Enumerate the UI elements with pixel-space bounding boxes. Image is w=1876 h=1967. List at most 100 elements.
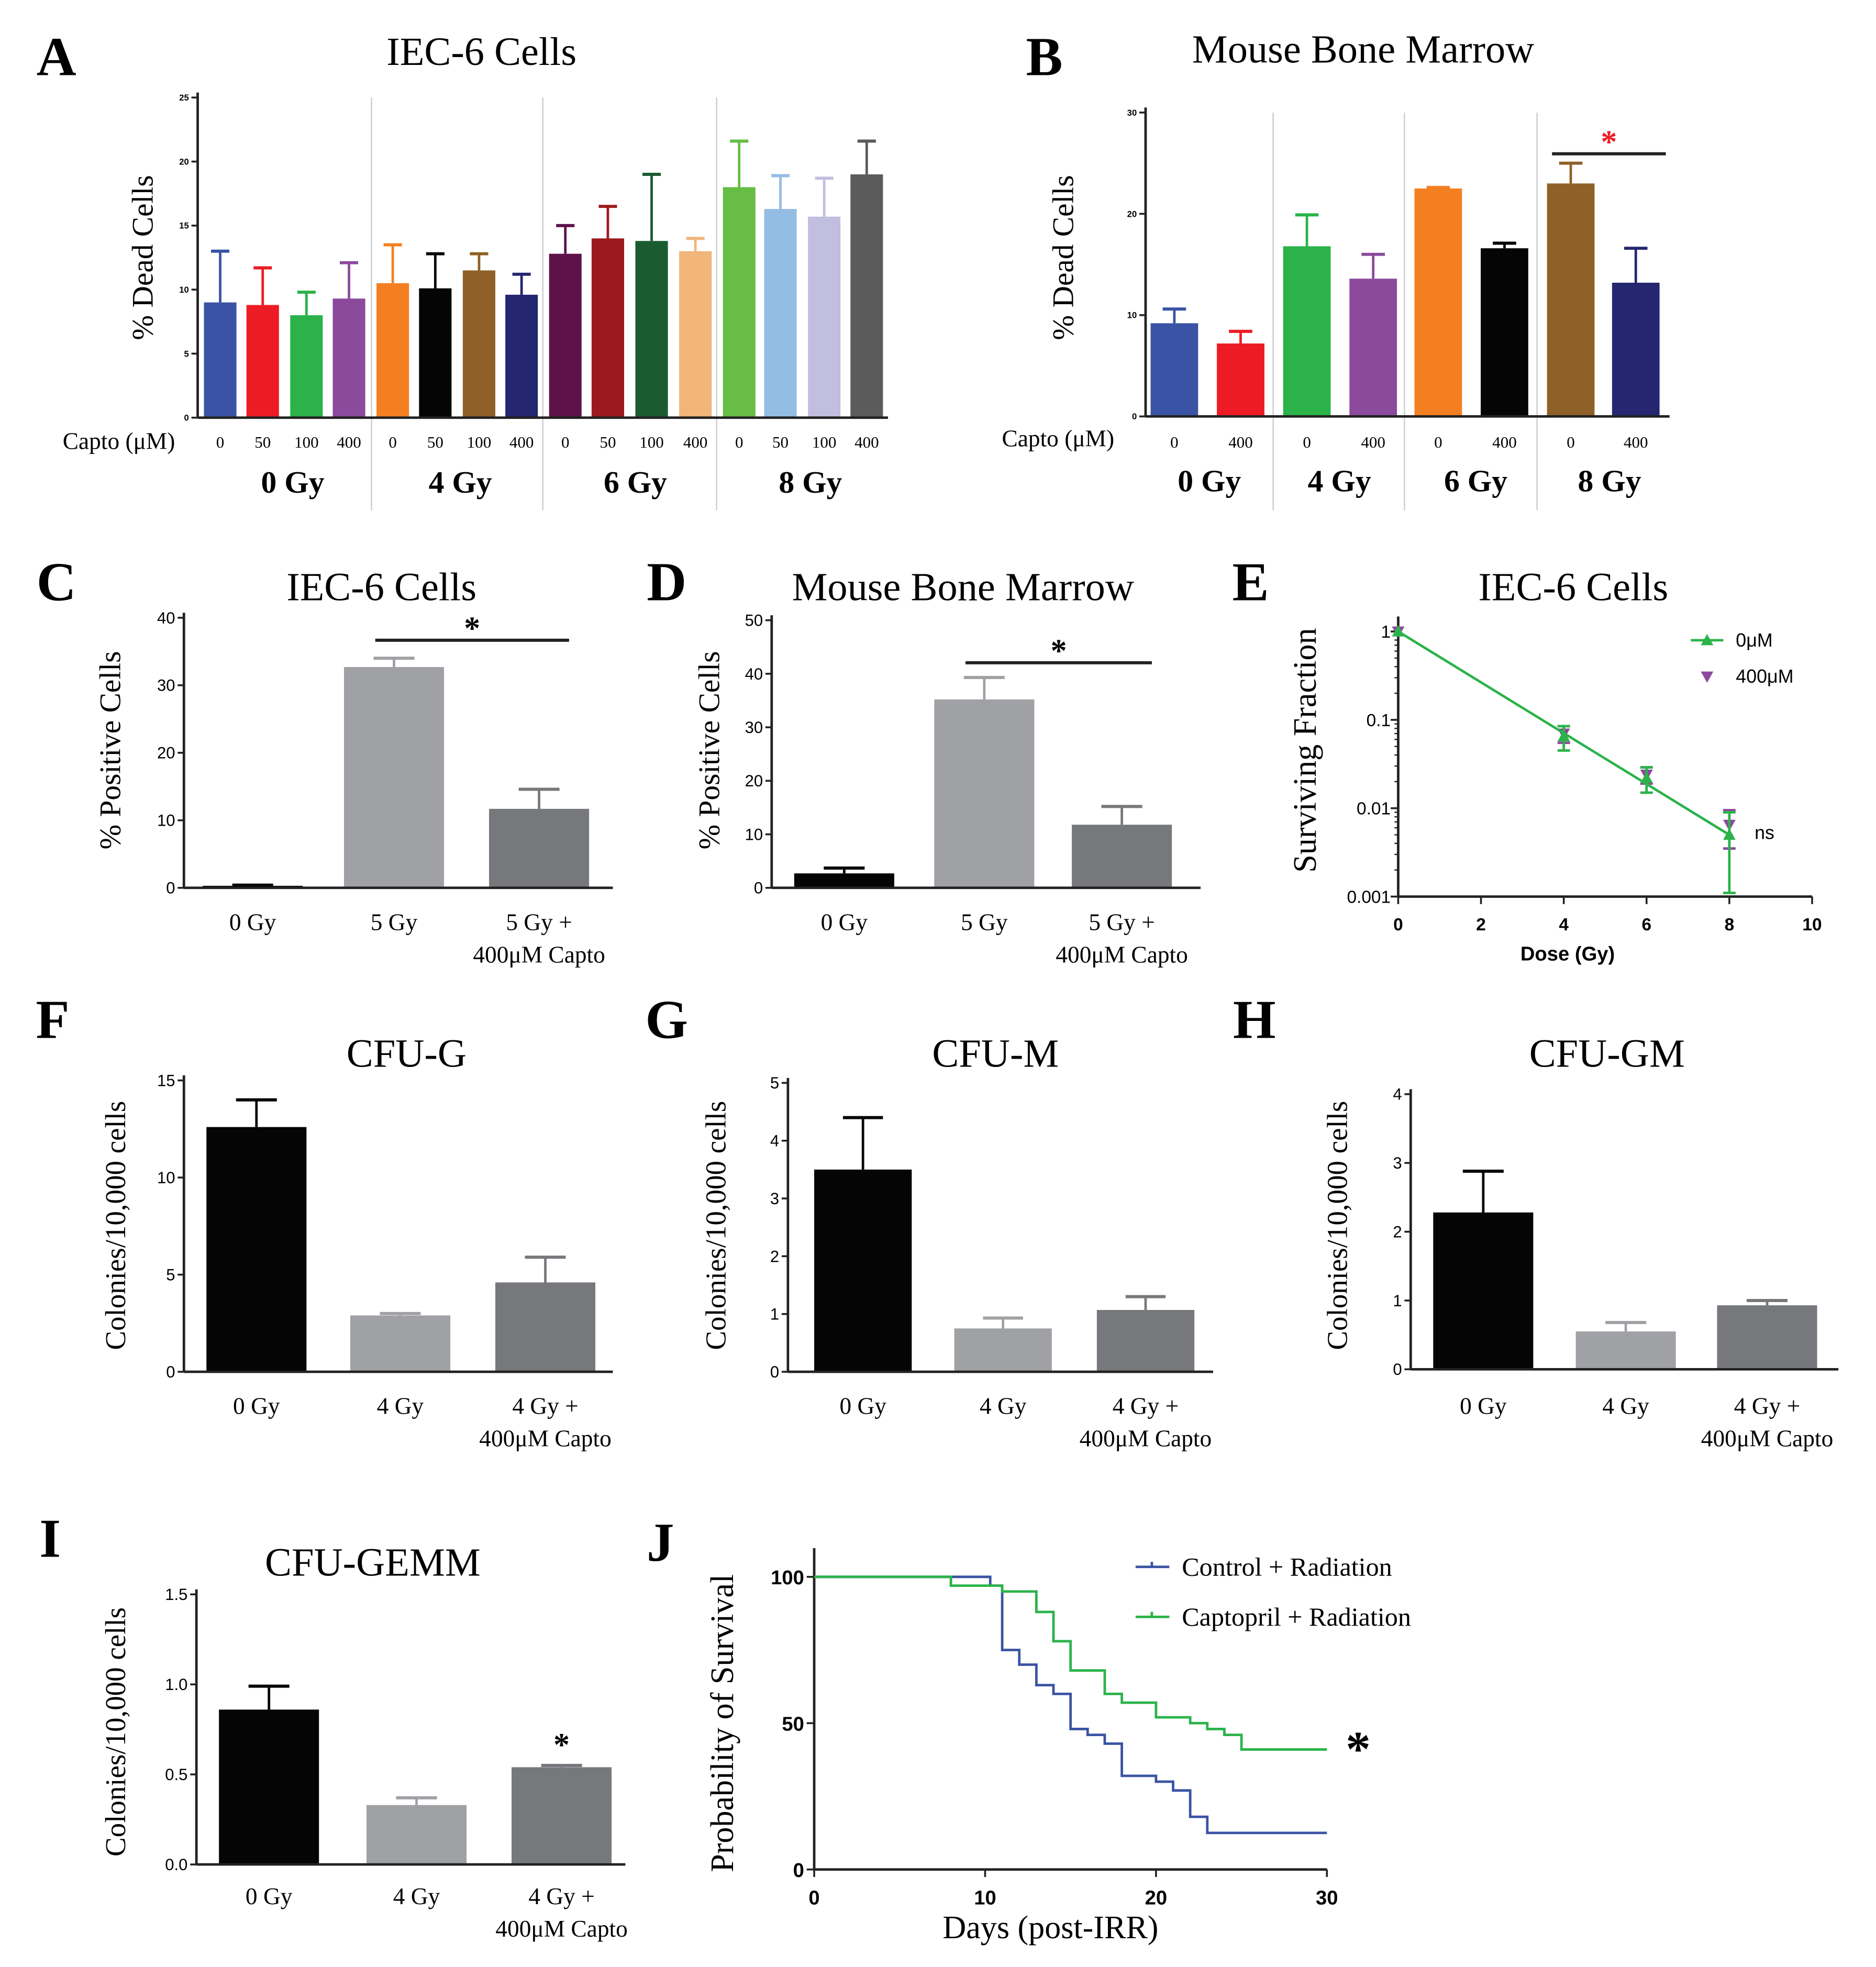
x-tick-label: 0 Gy — [246, 1883, 293, 1909]
chart-title: CFU-GEMM — [265, 1540, 481, 1584]
x-axis-label: Dose (Gy) — [1520, 942, 1615, 965]
chart-title: CFU-G — [347, 1031, 467, 1075]
bar — [723, 187, 756, 418]
significance-star: * — [464, 610, 480, 646]
chart-title: CFU-M — [932, 1031, 1059, 1075]
y-tick-label: 10 — [157, 1169, 175, 1187]
bar — [343, 667, 445, 888]
panel-j: J 0 50 100 0 10 20 30 Days (post-IRR) Probability… — [647, 1512, 1411, 1946]
data-point — [1557, 730, 1570, 742]
x-tick-label: 50 — [254, 433, 271, 451]
significance-star: * — [1601, 124, 1617, 160]
bar — [219, 1709, 319, 1865]
panel-letter: E — [1233, 551, 1269, 612]
x-tick-label: 8 — [1725, 915, 1735, 935]
x-tick-label: 2 — [1476, 915, 1486, 935]
significance-star: * — [1050, 633, 1067, 669]
x-tick-label: 4 Gy + — [1113, 1393, 1179, 1419]
y-tick-label: 5 — [184, 349, 189, 359]
y-tick-label: 5 — [770, 1074, 779, 1092]
x-tick-label: 6 — [1641, 915, 1651, 935]
y-tick-label: 0 — [770, 1363, 779, 1381]
x-tick-label: 4 Gy — [1602, 1393, 1649, 1419]
y-tick-label: 0.01 — [1357, 799, 1391, 819]
y-tick-label: 0.5 — [165, 1765, 187, 1784]
y-tick-label: 100 — [771, 1566, 804, 1589]
panel-f: F CFU-G 0 Gy 4 Gy 4 Gy + 400μM Capto 0 5 10 15 Col… — [36, 988, 613, 1452]
bar — [954, 1328, 1052, 1372]
y-tick-label: 3 — [1393, 1154, 1402, 1172]
bar — [204, 302, 237, 418]
y-axis-label: % Positive Cells — [94, 651, 127, 850]
x-tick-label: 50 — [600, 433, 616, 451]
x-tick-label: 400 — [1228, 433, 1253, 451]
y-tick-label: 20 — [1127, 209, 1137, 219]
bar — [764, 209, 797, 418]
group-label: 0 Gy — [1178, 464, 1241, 498]
x-tick-label: 0 Gy — [229, 909, 276, 935]
y-tick-label: 40 — [157, 609, 175, 627]
bar — [246, 305, 279, 418]
data-point — [1723, 828, 1736, 840]
group-label: 4 Gy — [429, 465, 492, 499]
bar — [332, 298, 365, 418]
y-axis-label: Colonies/10,000 cells — [1322, 1101, 1353, 1350]
bar — [1575, 1331, 1676, 1370]
significance-star: * — [1346, 1721, 1371, 1776]
bar — [366, 1805, 467, 1865]
capto-label: Capto (μM) — [1002, 426, 1114, 452]
panel-h: H CFU-GM 0 Gy 4 Gy 4 Gy + 400μM Capto 0 1 2 3 4 Col… — [1233, 988, 1839, 1452]
x-tick-label: 0 Gy — [839, 1393, 886, 1419]
y-tick-label: 0 — [166, 1363, 175, 1381]
y-tick-label: 2 — [1393, 1223, 1402, 1241]
chart-title: IEC-6 Cells — [1478, 564, 1668, 609]
bar — [1283, 246, 1331, 417]
x-tick-label: 0 — [1303, 433, 1311, 451]
x-tick-label: 4 Gy + — [528, 1883, 594, 1909]
panel-g: G CFU-M 0 Gy 4 Gy 4 Gy + 400μM Capto 0 1 2 3 4 5 Col… — [645, 988, 1213, 1452]
bar — [512, 1767, 612, 1865]
bar — [1717, 1305, 1817, 1370]
bar — [1072, 825, 1172, 888]
y-tick-label: 3 — [770, 1190, 779, 1208]
bar — [1612, 282, 1660, 417]
y-tick-label: 20 — [179, 157, 189, 166]
x-tick-label: 0 Gy — [233, 1393, 280, 1419]
bar — [505, 294, 538, 418]
x-tick-label: 400 — [854, 433, 879, 451]
bar — [591, 238, 625, 418]
data-point — [1392, 625, 1405, 637]
panel-b: B Mouse Bone Marrow 0 400 0 400 0 400 0 400 0 10 20 3… — [1002, 26, 1670, 510]
x-tick-label: 4 — [1559, 915, 1569, 935]
y-axis-label: % Positive Cells — [693, 651, 726, 850]
group-label: 8 Gy — [779, 465, 842, 499]
x-tick-label: 400μM Capto — [479, 1426, 611, 1452]
x-tick-label: 5 Gy — [961, 909, 1008, 935]
y-tick-label: 15 — [157, 1071, 175, 1090]
panel-letter: D — [647, 551, 686, 612]
chart-title: IEC-6 Cells — [286, 564, 476, 609]
panel-letter: J — [647, 1512, 674, 1573]
y-axis-label: Colonies/10,000 cells — [700, 1101, 731, 1350]
panel-letter: I — [39, 1508, 61, 1569]
bar — [376, 283, 409, 418]
bar — [206, 1127, 307, 1372]
bar — [934, 699, 1035, 888]
panel-letter: F — [36, 988, 69, 1050]
x-tick-label: 5 Gy + — [506, 909, 572, 935]
x-tick-label: 0 — [561, 433, 570, 451]
survival-curve — [814, 1575, 1327, 1835]
y-tick-label: 30 — [745, 718, 763, 737]
x-tick-label: 0 — [1170, 433, 1179, 451]
data-point — [1640, 771, 1653, 783]
x-tick-label: 50 — [427, 433, 443, 451]
chart-title: Mouse Bone Marrow — [792, 564, 1134, 609]
group-label: 6 Gy — [1444, 464, 1507, 498]
panel-letter: B — [1026, 26, 1062, 87]
x-tick-label: 4 Gy — [980, 1393, 1027, 1419]
group-label: 6 Gy — [604, 465, 667, 499]
bar — [1414, 188, 1462, 417]
bar — [462, 270, 495, 418]
x-tick-label: 100 — [639, 433, 664, 451]
bar — [635, 241, 668, 418]
